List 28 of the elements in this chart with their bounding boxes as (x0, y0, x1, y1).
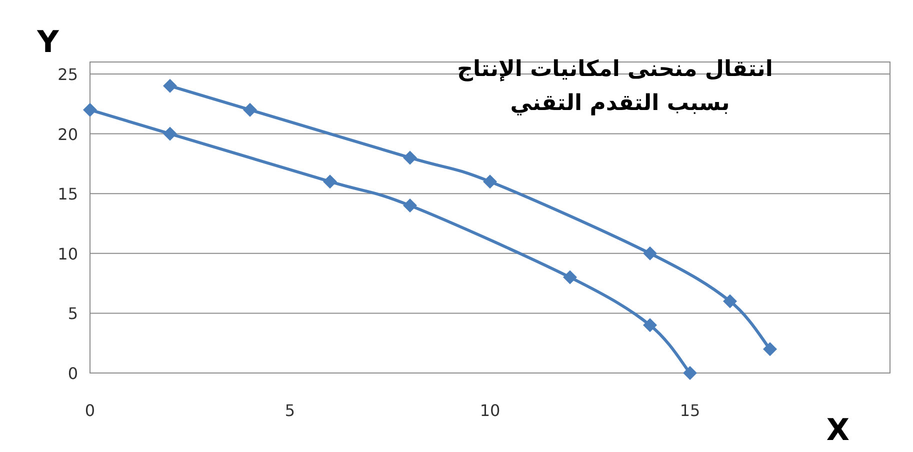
point (763, 342, 777, 356)
point (403, 198, 417, 213)
x-tick-label: 15 (680, 401, 700, 420)
y-tick-label: 20 (58, 124, 78, 144)
point (683, 366, 697, 380)
x-tick-label: 5 (284, 401, 296, 420)
y-tick-label: 25 (58, 64, 78, 84)
point (563, 270, 577, 284)
x-axis-title: X (826, 413, 850, 448)
point (163, 126, 177, 141)
x-tick-label: 0 (84, 401, 96, 420)
point (83, 102, 97, 117)
point (163, 78, 177, 93)
point (723, 294, 737, 308)
point (243, 102, 257, 117)
point (643, 246, 657, 260)
point (643, 318, 657, 332)
y-axis-title: Y (36, 25, 60, 60)
y-tick-label: 0 (68, 364, 78, 383)
y-tick-label: 5 (68, 304, 78, 324)
point (483, 174, 497, 189)
x-tick-label: 10 (480, 401, 500, 420)
text: بسبب التقدم التقني (510, 91, 730, 116)
y-tick-label: 10 (58, 244, 78, 264)
y-tick-label: 15 (58, 184, 78, 204)
point (403, 150, 417, 165)
point (323, 174, 337, 189)
chart-title: انتقال منحنى امكانيات الإنتاج (457, 57, 773, 82)
